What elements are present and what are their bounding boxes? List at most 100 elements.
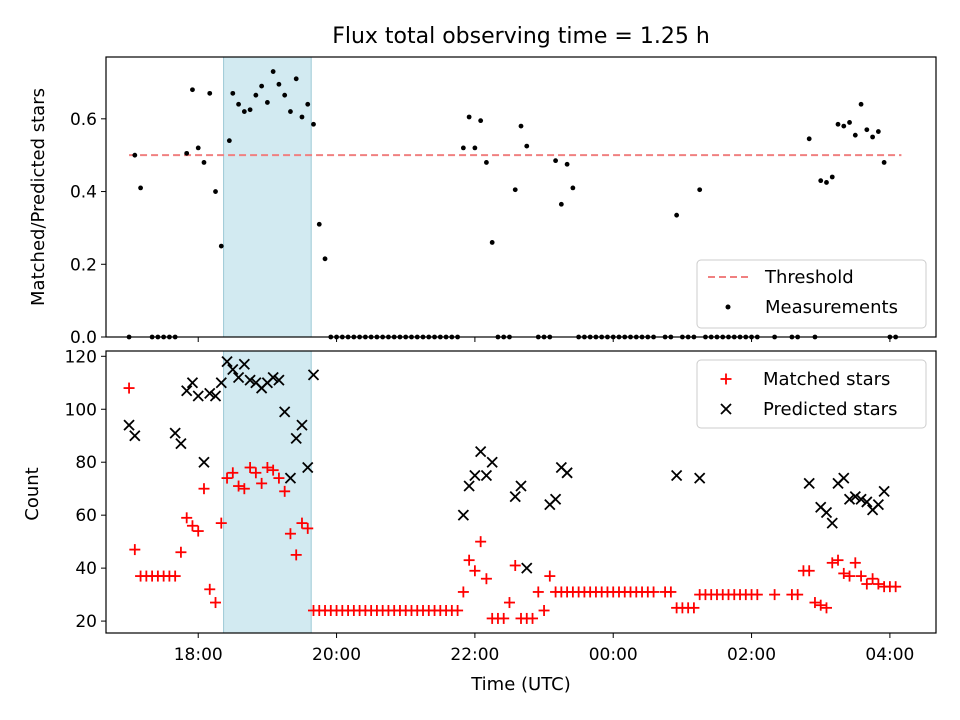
measurement-point: [201, 160, 207, 165]
matched-point: [509, 559, 521, 571]
measurement-point: [806, 136, 812, 142]
predicted-point-b: [469, 469, 481, 482]
measurement-point: [322, 256, 328, 262]
chart-title: Flux total observing time = 1.25 h: [332, 24, 710, 49]
matched-point: [469, 565, 481, 577]
predicted-point-b: [878, 485, 890, 497]
matched-point: [175, 546, 187, 558]
predicted-point: [227, 363, 239, 376]
matched-point: [186, 520, 198, 532]
matched-point: [809, 597, 821, 609]
predicted-point: [561, 467, 573, 479]
matched-point: [129, 544, 141, 556]
measurement-point: [524, 143, 530, 149]
predicted-point: [694, 472, 706, 484]
predicted-point-b: [296, 419, 308, 431]
predicted-point-b: [302, 461, 314, 474]
matched-point: [290, 549, 302, 561]
predicted-point: [549, 493, 562, 505]
matched-point: [792, 589, 804, 601]
legend-predicted-marker-b: [720, 403, 732, 415]
predicted-point: [169, 427, 181, 439]
predicted-point-b: [129, 430, 141, 442]
matched-point: [769, 589, 781, 601]
bottom-x-axis: 18:00 20:00 22:00 00:00 02:00 04:00: [174, 633, 914, 665]
predicted-point: [457, 509, 469, 521]
matched-point: [250, 467, 262, 479]
matched-point: [279, 485, 291, 497]
x-tick-label: 04:00: [865, 645, 914, 665]
legend-predicted-swatch: [720, 403, 732, 415]
predicted-point-b: [843, 493, 856, 505]
measurement-point: [824, 180, 829, 185]
measurement-point: [282, 92, 288, 98]
matched-point: [227, 467, 239, 479]
predicted-point-b: [838, 472, 850, 484]
predicted-point-b: [521, 562, 533, 574]
matched-point: [867, 573, 879, 585]
predicted-point-b: [826, 517, 838, 529]
matched-point: [538, 604, 550, 616]
top-legend: Threshold Measurements: [696, 259, 927, 329]
predicted-point-b: [198, 456, 210, 468]
predicted-point: [244, 374, 256, 386]
predicted-point-b: [561, 467, 573, 479]
matched-point: [849, 557, 861, 569]
predicted-point-b: [215, 377, 227, 389]
predicted-point: [273, 374, 285, 386]
y-tick-label: 40: [75, 559, 97, 579]
bottom-legend-box: [696, 359, 927, 429]
measurement-point: [195, 145, 201, 151]
predicted-point-b: [486, 456, 498, 468]
legend-matched-label: Matched stars: [763, 369, 890, 390]
predicted-point: [861, 496, 873, 508]
measurement-point: [472, 145, 478, 151]
legend-threshold-label: Threshold: [764, 267, 854, 288]
predicted-point-b: [123, 419, 135, 431]
predicted-point-b: [209, 390, 222, 402]
matched-point: [855, 570, 867, 582]
x-axis-label: Time (UTC): [470, 674, 571, 695]
predicted-point: [198, 456, 210, 468]
y-tick-label: 60: [75, 506, 97, 526]
top-y-axis-label: Matched/Predicted stars: [28, 88, 49, 306]
matched-point: [861, 578, 873, 590]
measurement-point: [259, 83, 265, 89]
matched-point: [826, 557, 838, 569]
matched-point: [832, 554, 844, 566]
measurement-point: [293, 76, 299, 82]
matched-point: [815, 599, 827, 611]
matched-stars-points: [123, 382, 902, 624]
bottom-legend: Matched stars Predicted stars: [696, 359, 927, 429]
predicted-point-b: [475, 445, 487, 458]
measurement-point: [190, 87, 195, 93]
top-y-axis: 0.0 0.2 0.4 0.6: [70, 110, 106, 348]
matched-point: [890, 581, 902, 593]
y-tick-label: 0.6: [70, 110, 97, 130]
y-tick-label: 80: [75, 453, 97, 473]
predicted-point-b: [549, 493, 562, 505]
matched-point: [261, 462, 273, 474]
y-tick-label: 0.4: [70, 183, 97, 203]
x-tick-label: 18:00: [174, 645, 223, 665]
measurement-point: [311, 121, 316, 127]
matched-point: [267, 464, 279, 476]
matched-point: [532, 586, 544, 598]
predicted-point: [803, 477, 815, 490]
predicted-point: [204, 387, 216, 400]
measurement-point: [489, 240, 495, 245]
matched-point: [215, 517, 227, 529]
matched-point: [688, 602, 700, 614]
predicted-point: [302, 461, 314, 474]
top-legend-box: [696, 259, 927, 329]
measurement-point: [264, 100, 270, 105]
measurement-point: [270, 69, 276, 74]
predicted-point-b: [463, 480, 475, 492]
bottom-axes-frame: [105, 350, 937, 634]
predicted-point: [181, 385, 193, 397]
matched-point: [648, 586, 660, 598]
matched-point: [463, 554, 475, 566]
predicted-point-b: [267, 371, 279, 384]
matched-point: [452, 604, 464, 616]
predicted-point-b: [555, 461, 567, 474]
